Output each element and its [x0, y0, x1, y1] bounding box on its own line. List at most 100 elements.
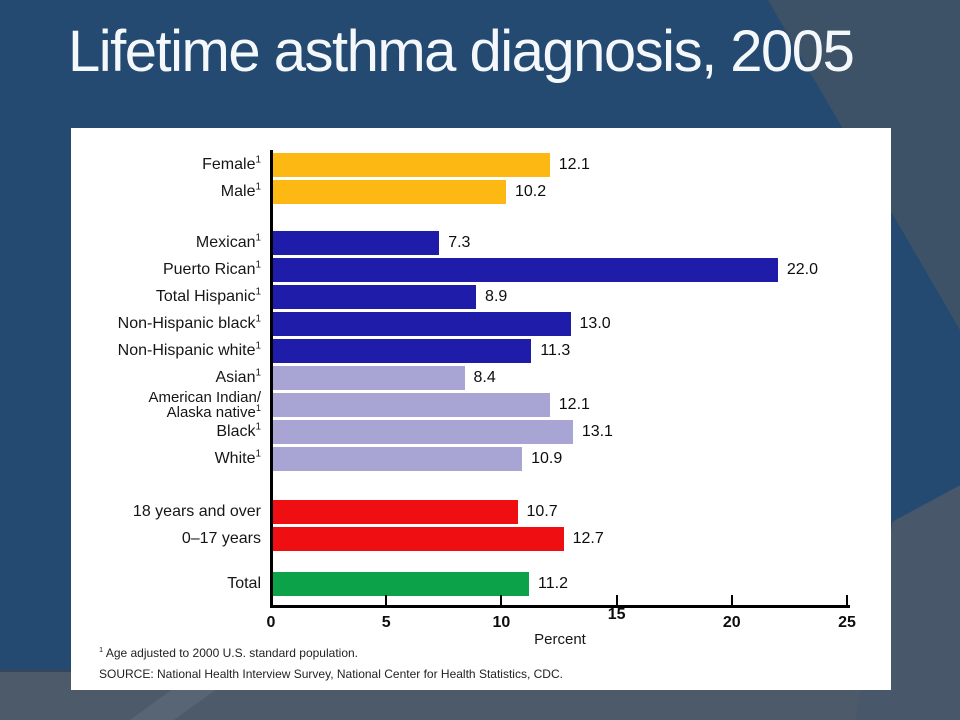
tick-label: 25	[838, 614, 856, 631]
value-label: 8.4	[473, 368, 496, 386]
bar-track: 12.1	[271, 391, 847, 418]
footnote-marker: 1	[255, 154, 261, 166]
footnote-marker: 1	[255, 313, 261, 325]
bar-track: 13.0	[271, 310, 847, 337]
value-label: 11.3	[540, 341, 571, 359]
bar-track: 8.4	[271, 364, 847, 391]
bar-row: Total Hispanic1 8.9	[71, 283, 891, 310]
bar	[271, 446, 523, 471]
x-axis-label: Percent	[534, 631, 586, 648]
value-label: 13.0	[579, 314, 611, 332]
footnote-marker: 1	[255, 367, 261, 379]
bar	[271, 571, 530, 596]
bar	[271, 338, 532, 363]
footnote-marker: 1	[255, 448, 261, 460]
bar	[271, 311, 571, 336]
bar-row: Non-Hispanic black1 13.0	[71, 310, 891, 337]
value-label: 7.3	[448, 233, 471, 251]
category-label: Male1	[220, 181, 261, 200]
bar-row: 18 years and over 10.7	[71, 498, 891, 525]
footnote-marker: 1	[255, 340, 261, 352]
x-axis-ticks: 0 5 10 15 20 25	[267, 595, 856, 645]
footnote-age-adjusted: 1 Age adjusted to 2000 U.S. standard pop…	[99, 643, 563, 664]
bar	[271, 179, 506, 204]
category-label: White1	[214, 448, 261, 467]
footnote-marker: 1	[255, 402, 261, 413]
bar-track: 10.9	[271, 445, 847, 472]
bar-row: Non-Hispanic white1 11.3	[71, 337, 891, 364]
tick-label: 20	[722, 614, 741, 631]
bar-track: 10.7	[271, 498, 847, 525]
value-label: 12.7	[572, 529, 604, 547]
footnotes: 1 Age adjusted to 2000 U.S. standard pop…	[99, 643, 563, 685]
bar-row: Total 11.2	[71, 570, 891, 597]
tick-mark	[615, 595, 618, 605]
group-spacer	[71, 552, 891, 570]
category-label: Puerto Rican1	[162, 259, 261, 278]
value-label: 8.9	[485, 287, 508, 305]
bar	[271, 152, 550, 177]
bar	[271, 419, 573, 444]
bar	[271, 257, 778, 282]
footnote-marker: 1	[255, 286, 261, 298]
bar-row: Asian1 8.4	[71, 364, 891, 391]
bar-track: 11.3	[271, 337, 847, 364]
tick-label: 10	[492, 614, 511, 631]
slide-title: Lifetime asthma diagnosis, 2005	[68, 19, 855, 84]
tick-mark	[730, 595, 733, 605]
bar-row: Puerto Rican1 22.0	[71, 256, 891, 283]
tick-mark	[500, 595, 503, 605]
value-label: 10.2	[515, 182, 547, 200]
bar-track: 22.0	[271, 256, 847, 283]
value-label: 13.1	[581, 422, 613, 440]
footnote-age-adjusted-text: Age adjusted to 2000 U.S. standard popul…	[105, 646, 358, 660]
bar-row: American Indian/ Alaska native1 12.1	[71, 388, 891, 421]
plot-rows: Female1 12.1 Male1 10.2 Mexican1 7.3 Puerto Ri…	[71, 151, 891, 597]
category-label: 18 years and over	[132, 502, 261, 520]
bar-row: Male1 10.2	[71, 178, 891, 205]
bar-track: 8.9	[271, 283, 847, 310]
chart-panel: Female1 12.1 Male1 10.2 Mexican1 7.3 Puerto Ri…	[71, 128, 891, 690]
bar	[271, 365, 465, 390]
category-label: Asian1	[215, 367, 261, 386]
bar	[271, 499, 518, 524]
bar-track: 7.3	[271, 229, 847, 256]
bar-row: Female1 12.1	[71, 151, 891, 178]
bar-row: Mexican1 7.3	[71, 229, 891, 256]
category-label: American Indian/ Alaska native1	[148, 388, 261, 421]
y-axis-line	[270, 150, 273, 608]
footnote-marker: 1	[255, 259, 261, 271]
tick-label: 0	[266, 614, 276, 631]
tick-label: 15	[607, 606, 626, 623]
category-label: Total Hispanic1	[155, 286, 261, 305]
tick-mark	[846, 595, 848, 605]
bar-row: 0–17 years 12.7	[71, 525, 891, 552]
footnote-marker: 1	[255, 181, 261, 193]
bar-row: Black1 13.1	[71, 418, 891, 445]
value-label: 22.0	[786, 260, 819, 278]
value-label: 10.9	[531, 449, 563, 467]
bar	[271, 230, 440, 255]
value-label: 12.1	[558, 155, 590, 173]
bar-row: White1 10.9	[71, 445, 891, 472]
group-spacer	[71, 205, 891, 229]
category-label: Total	[227, 574, 261, 592]
footnote-marker: 1	[99, 645, 104, 654]
category-label: Non-Hispanic white1	[117, 340, 261, 359]
x-axis-line	[270, 605, 850, 608]
category-label: Female1	[202, 154, 261, 173]
category-label: Black1	[216, 421, 261, 440]
group-spacer	[71, 472, 891, 498]
value-label: 11.2	[538, 574, 568, 592]
bar-track: 12.7	[271, 525, 847, 552]
bar	[271, 526, 564, 551]
category-label: Mexican1	[195, 232, 261, 251]
bar-track: 10.2	[271, 178, 847, 205]
bar-track: 12.1	[271, 151, 847, 178]
tick-label: 5	[381, 614, 391, 631]
bar-track: 13.1	[271, 418, 847, 445]
category-label: Non-Hispanic black1	[117, 313, 261, 332]
footnote-source: SOURCE: National Health Interview Survey…	[99, 667, 563, 681]
bar	[271, 392, 550, 417]
